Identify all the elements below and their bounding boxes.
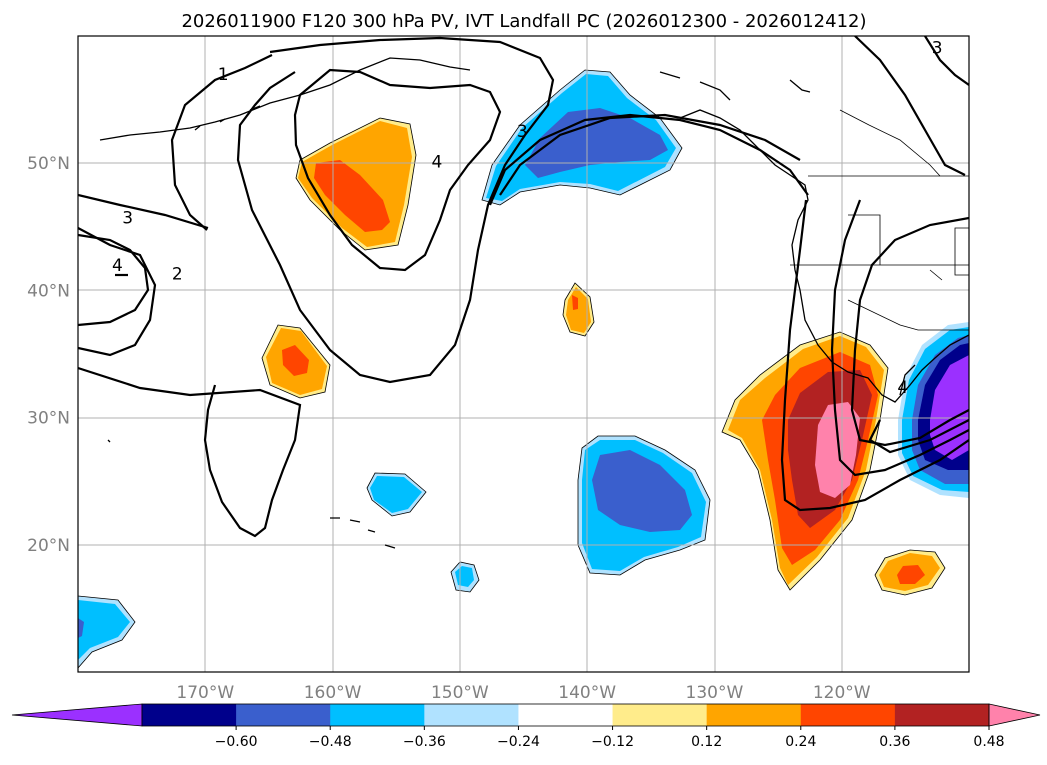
- ivt-contour-ne: [854, 36, 966, 176]
- shading-outlines: [78, 69, 946, 669]
- ivt-contour-coast-1: [780, 199, 969, 512]
- positive-anomaly-mexico: [875, 550, 945, 595]
- colorbar-tick-label: 0.36: [879, 734, 910, 750]
- ivt-contour-ring-gulf-outer: [499, 113, 801, 196]
- ivt-contour-outer: [78, 227, 157, 357]
- latitude-axis-labels: 50°N 40°N 30°N 20°N: [27, 154, 70, 556]
- map-frame: [77, 35, 970, 673]
- colorbar-tick-label: −0.12: [591, 734, 634, 750]
- latitude-tick-label: 20°N: [27, 536, 70, 556]
- contour-label: 4: [432, 153, 443, 173]
- longitude-tick-label: 120°W: [813, 683, 871, 703]
- ivt-contour-ne-2: [924, 36, 969, 86]
- pv-shading-layer: [78, 70, 969, 668]
- colorbar-bin: [330, 704, 425, 726]
- longitude-tick-label: 130°W: [686, 683, 744, 703]
- ivt-contours: [78, 36, 969, 538]
- ivt-contour-1-west: [78, 193, 209, 230]
- ivt-contour-1: [170, 54, 273, 231]
- map-area: 1 2 3 4 4 3 3 4: [78, 36, 969, 672]
- colorbar-tick-label: 0.48: [973, 734, 1004, 750]
- colorbar-tick-label: 0.24: [785, 734, 816, 750]
- positive-anomaly-small: [563, 283, 594, 336]
- latitude-tick-label: 50°N: [27, 154, 70, 174]
- latitude-tick-label: 30°N: [27, 409, 70, 429]
- colorbar-bin: [424, 704, 519, 726]
- contour-label: 3: [932, 38, 943, 58]
- ivt-contour-inner: [293, 68, 502, 272]
- negative-anomaly-dateline-south: [78, 596, 135, 668]
- colorbar-extend-max: [988, 703, 1041, 727]
- negative-anomaly-southwest-us: [898, 322, 969, 498]
- negative-anomaly-hawaii: [367, 473, 426, 516]
- contour-label: 3: [122, 209, 133, 229]
- colorbar-bin: [612, 704, 708, 726]
- longitude-axis-labels: 170°W 160°W 150°W 140°W 130°W 120°W: [176, 683, 870, 703]
- negative-anomaly-gulf-of-alaska: [482, 70, 682, 205]
- positive-anomaly-central: [262, 325, 330, 398]
- colorbar-bin: [518, 704, 614, 726]
- colorbar-tick-label: −0.60: [215, 734, 258, 750]
- colorbar-outline: [141, 703, 990, 727]
- contour-label: 4: [112, 256, 123, 276]
- ivt-contour-ring-gulf: [488, 113, 809, 206]
- colorbar-tick-label: −0.36: [403, 734, 446, 750]
- longitude-tick-label: 150°W: [431, 683, 489, 703]
- colorbar-extend-min: [11, 703, 143, 727]
- ivt-contour-coast-4: [868, 419, 969, 454]
- colorbar-bin: [236, 704, 331, 726]
- ivt-contour-coast-3: [850, 216, 969, 447]
- contour-label: 1: [218, 65, 229, 85]
- colorbar-bin: [142, 704, 237, 726]
- political-borders: [790, 109, 969, 331]
- colorbar-tick-label: −0.48: [309, 734, 352, 750]
- colorbar-bin: [894, 704, 990, 726]
- ivt-contour-outer-2: [78, 366, 302, 538]
- colorbar: −0.60 −0.48 −0.36 −0.24 −0.12 0.12 0.24 0.36 0.4…: [11, 703, 1041, 750]
- colorbar-tick-label: −0.24: [497, 734, 540, 750]
- ivt-contour-large: [236, 36, 555, 384]
- contour-label: 3: [517, 122, 528, 142]
- colorbar-bin: [706, 704, 802, 726]
- longitude-tick-label: 170°W: [176, 683, 234, 703]
- ivt-contour-2: [78, 233, 150, 327]
- longitude-tick-label: 140°W: [558, 683, 616, 703]
- colorbar-tick-label: 0.12: [691, 734, 722, 750]
- negative-anomaly-central-pacific: [578, 436, 710, 575]
- colorbar-bin: [800, 704, 896, 726]
- longitude-tick-label: 160°W: [304, 683, 362, 703]
- figure-title: 2026011900 F120 300 hPa PV, IVT Landfall…: [181, 11, 866, 32]
- contour-label: 2: [172, 265, 183, 285]
- ivt-contour-coast-2: [830, 199, 969, 477]
- contour-labels: 1 2 3 4 4 3 3 4: [112, 38, 943, 398]
- contour-label: 4: [897, 378, 908, 398]
- latitude-tick-label: 40°N: [27, 281, 70, 301]
